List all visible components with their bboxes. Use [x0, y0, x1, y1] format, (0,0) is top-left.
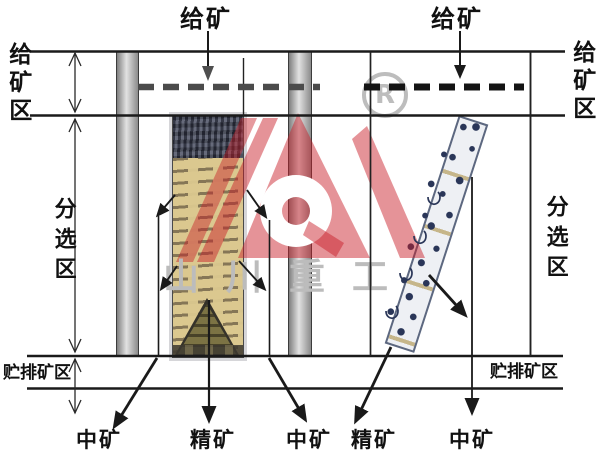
left-wall-column [116, 51, 139, 356]
middling-outflow-arrow-left-1 [155, 194, 176, 218]
logo-c-opening [303, 221, 344, 257]
zone-label-separation-right: 分选区 [542, 195, 568, 285]
output-label-concentrate-2: 精矿 [351, 428, 397, 452]
zone-label-feed-left: 给矿区 [4, 42, 31, 126]
zone-label-storage-right: 贮排矿区 [490, 362, 558, 382]
chute-middling-arrow [427, 274, 468, 318]
zone-label-feed-right: 给矿区 [568, 40, 595, 124]
particle-curl-arrow-1 [427, 191, 441, 206]
center-wall-column [288, 51, 312, 356]
logo-left-stripe-inner [197, 118, 278, 262]
output-label-middling-1: 中矿 [76, 428, 122, 452]
output-label-middling-3: 中矿 [449, 428, 495, 452]
dimension-arrow-up-3 [68, 357, 82, 373]
particle-curl-arrow-4 [385, 305, 399, 320]
middling-outflow-arrow-left-2 [159, 265, 178, 292]
logo-left-stripe-outer [176, 118, 257, 262]
dimension-arrow-down-2 [68, 338, 82, 354]
particle-curl-arrow-3 [399, 267, 413, 282]
output-label-concentrate-1: 精矿 [190, 428, 236, 452]
middling-outflow-arrow-right-1 [246, 189, 268, 220]
ore-column-dark-top-layer [173, 116, 243, 158]
concentrate-output-arrow-2 [354, 346, 393, 425]
dimension-arrow-up-2 [68, 117, 82, 133]
particle-curl-arrow-2 [413, 230, 427, 245]
middling-output-arrow-2 [267, 357, 308, 423]
middling-output-arrow-1 [112, 357, 159, 430]
output-label-middling-2: 中矿 [286, 428, 332, 452]
feed-label-right: 给矿 [431, 5, 483, 33]
dimension-arrow-down-1 [68, 98, 82, 114]
zone-label-separation-left: 分选区 [50, 197, 76, 287]
logo-c-ring [260, 175, 332, 247]
zone-label-storage-left: 贮排矿区 [3, 363, 71, 383]
watermark-company-text: 山川重工 [163, 257, 416, 298]
dimension-arrow-down-3 [68, 399, 82, 415]
dimension-arrow-up-1 [68, 51, 82, 67]
feed-label-left: 给矿 [180, 5, 232, 33]
middling-outflow-arrow-right-2 [238, 260, 267, 292]
